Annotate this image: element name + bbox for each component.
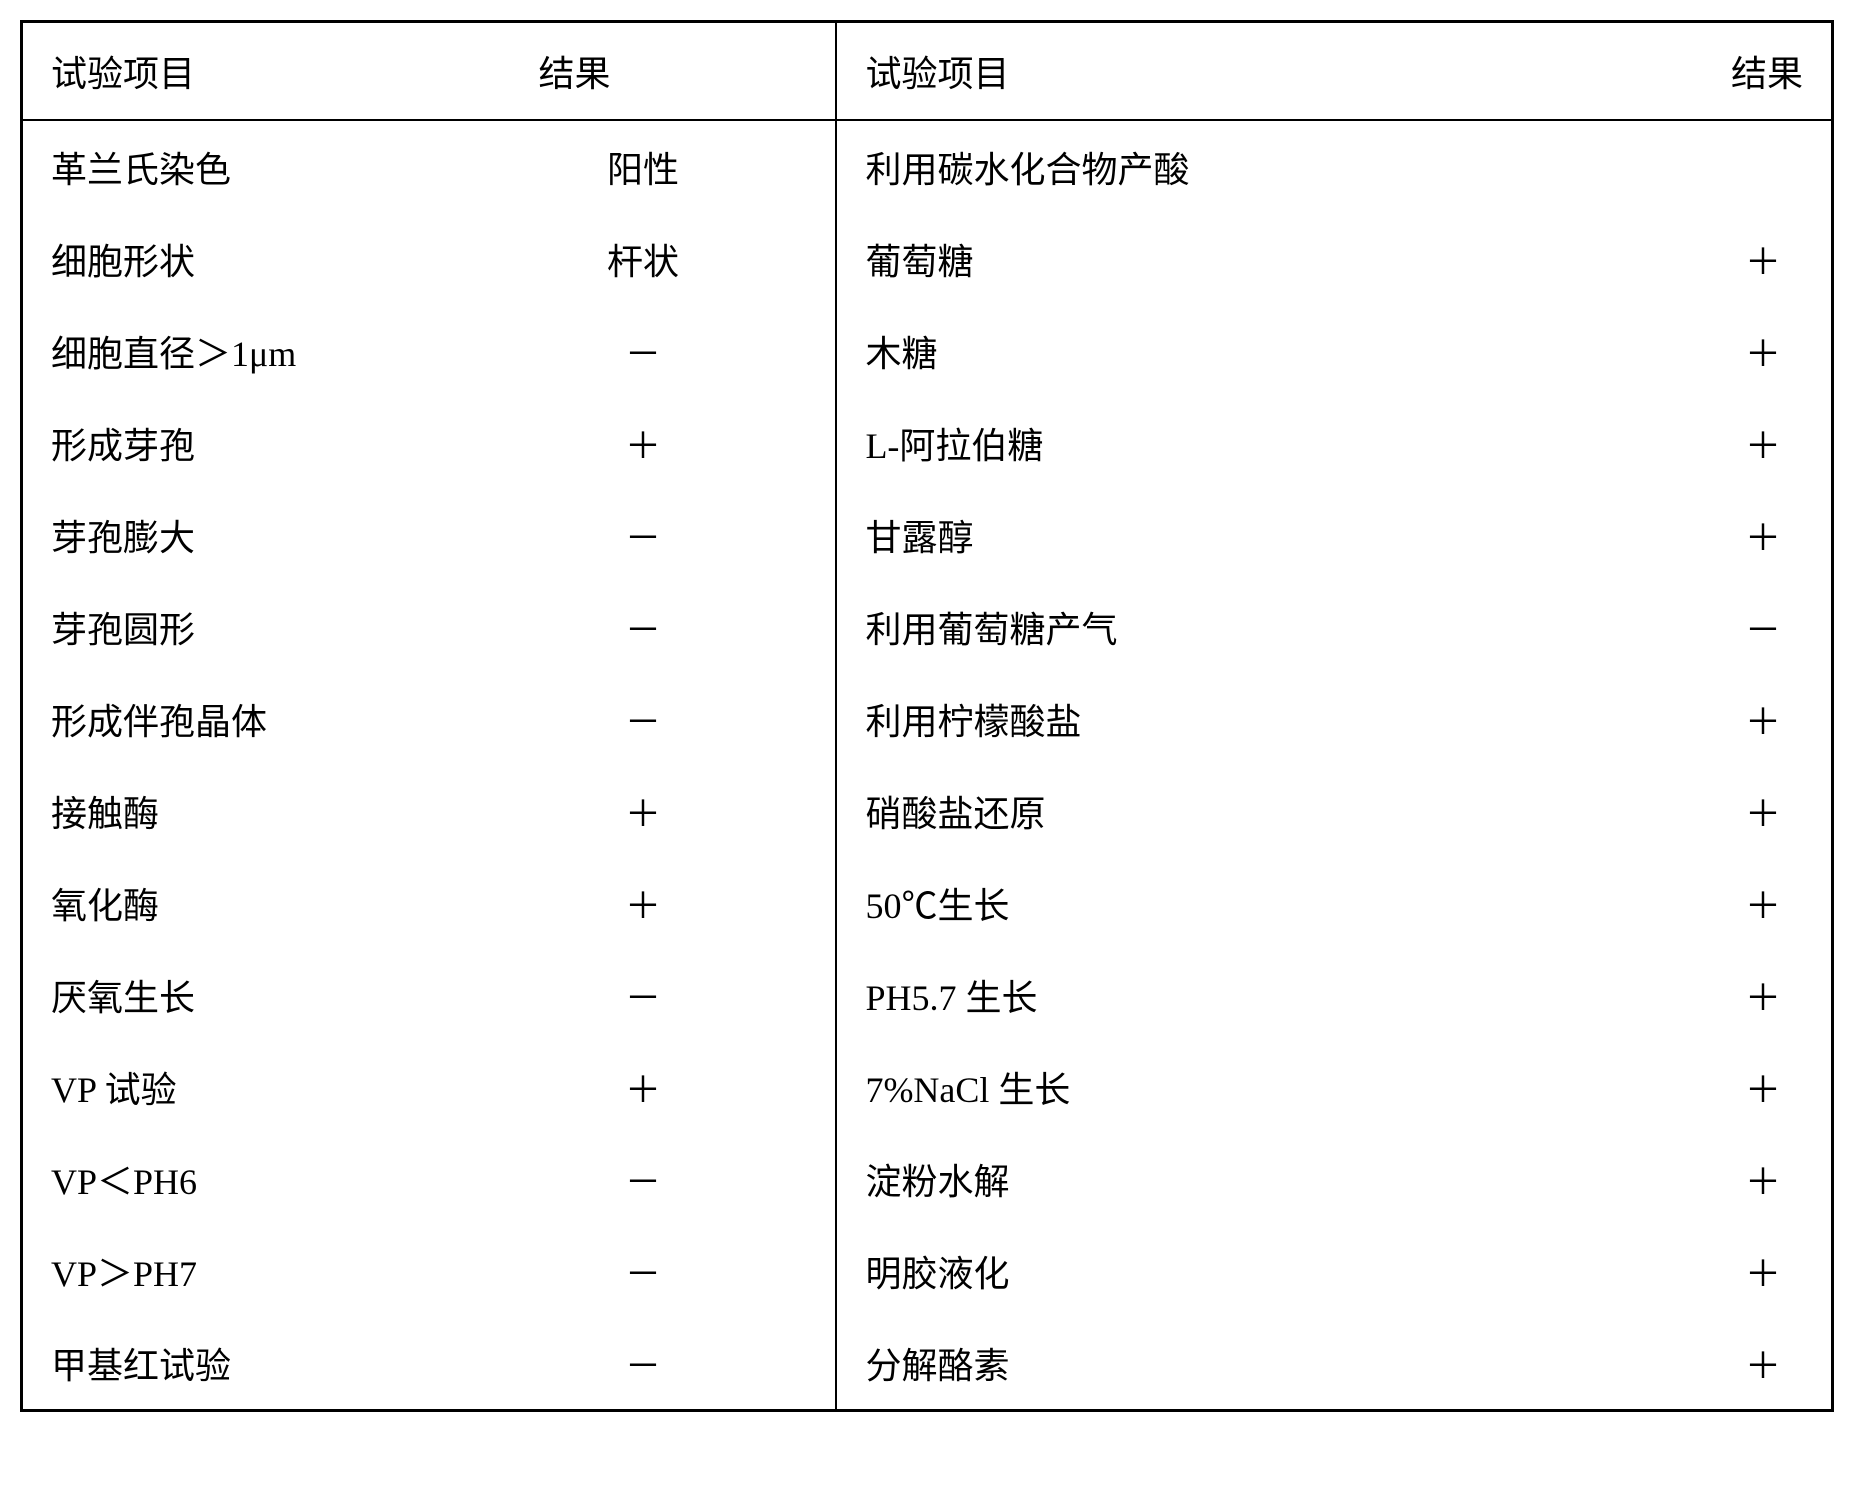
cell-result-right: ＋ [1525,1317,1833,1411]
cell-result-left: － [510,673,836,765]
table-row: VP＞PH7 － 明胶液化 ＋ [22,1225,1833,1317]
cell-result-left: 阳性 [510,120,836,213]
cell-item-left: 革兰氏染色 [22,120,511,213]
cell-item-left: 形成芽孢 [22,397,511,489]
cell-item-right: L-阿拉伯糖 [836,397,1524,489]
cell-result-right: ＋ [1525,1133,1833,1225]
cell-result-left: － [510,581,836,673]
cell-result-right: ＋ [1525,1225,1833,1317]
table-row: VP 试验 ＋ 7%NaCl 生长 ＋ [22,1041,1833,1133]
table-body: 革兰氏染色 阳性 利用碳水化合物产酸 细胞形状 杆状 葡萄糖 ＋ 细胞直径＞1μ… [22,120,1833,1411]
cell-result-left: － [510,1133,836,1225]
table-row: 接触酶 ＋ 硝酸盐还原 ＋ [22,765,1833,857]
cell-result-left: 杆状 [510,213,836,305]
cell-result-left: － [510,305,836,397]
header-item-right: 试验项目 [836,22,1524,121]
cell-item-right: 7%NaCl 生长 [836,1041,1524,1133]
cell-result-right: ＋ [1525,397,1833,489]
cell-result-right: ＋ [1525,857,1833,949]
cell-item-right: 淀粉水解 [836,1133,1524,1225]
cell-item-right: 甘露醇 [836,489,1524,581]
cell-item-left: 甲基红试验 [22,1317,511,1411]
cell-result-left: ＋ [510,397,836,489]
cell-result-left: － [510,1225,836,1317]
table-row: VP＜PH6 － 淀粉水解 ＋ [22,1133,1833,1225]
cell-result-right: ＋ [1525,305,1833,397]
cell-result-right: ＋ [1525,673,1833,765]
cell-result-left: ＋ [510,857,836,949]
table-row: 革兰氏染色 阳性 利用碳水化合物产酸 [22,120,1833,213]
cell-result-left: － [510,489,836,581]
header-result-left: 结果 [510,22,836,121]
cell-item-right: 葡萄糖 [836,213,1524,305]
cell-result-right: ＋ [1525,213,1833,305]
cell-item-right: 木糖 [836,305,1524,397]
cell-result-right: ＋ [1525,1041,1833,1133]
cell-item-left: VP＞PH7 [22,1225,511,1317]
table-row: 形成芽孢 ＋ L-阿拉伯糖 ＋ [22,397,1833,489]
cell-result-right: ＋ [1525,489,1833,581]
cell-result-left: － [510,1317,836,1411]
table-row: 氧化酶 ＋ 50℃生长 ＋ [22,857,1833,949]
cell-item-right: 利用柠檬酸盐 [836,673,1524,765]
cell-item-right: 明胶液化 [836,1225,1524,1317]
cell-item-right: 50℃生长 [836,857,1524,949]
cell-item-left: 细胞形状 [22,213,511,305]
cell-item-left: 形成伴孢晶体 [22,673,511,765]
cell-item-right: 利用碳水化合物产酸 [836,120,1524,213]
cell-item-left: 芽孢膨大 [22,489,511,581]
cell-result-left: ＋ [510,1041,836,1133]
table-row: 芽孢圆形 － 利用葡萄糖产气 － [22,581,1833,673]
cell-item-left: 接触酶 [22,765,511,857]
results-table: 试验项目 结果 试验项目 结果 革兰氏染色 阳性 利用碳水化合物产酸 细胞形状 … [20,20,1834,1412]
cell-item-right: 利用葡萄糖产气 [836,581,1524,673]
cell-result-right [1525,120,1833,213]
cell-item-left: 氧化酶 [22,857,511,949]
table-row: 细胞形状 杆状 葡萄糖 ＋ [22,213,1833,305]
table-row: 细胞直径＞1μm － 木糖 ＋ [22,305,1833,397]
cell-item-right: 硝酸盐还原 [836,765,1524,857]
header-item-left: 试验项目 [22,22,511,121]
cell-item-left: 芽孢圆形 [22,581,511,673]
biochemical-test-table: 试验项目 结果 试验项目 结果 革兰氏染色 阳性 利用碳水化合物产酸 细胞形状 … [20,20,1834,1412]
cell-result-left: － [510,949,836,1041]
cell-result-right: － [1525,581,1833,673]
table-row: 形成伴孢晶体 － 利用柠檬酸盐 ＋ [22,673,1833,765]
table-row: 甲基红试验 － 分解酪素 ＋ [22,1317,1833,1411]
cell-item-left: 细胞直径＞1μm [22,305,511,397]
table-header-row: 试验项目 结果 试验项目 结果 [22,22,1833,121]
cell-item-left: VP 试验 [22,1041,511,1133]
cell-result-left: ＋ [510,765,836,857]
cell-item-left: VP＜PH6 [22,1133,511,1225]
table-row: 厌氧生长 － PH5.7 生长 ＋ [22,949,1833,1041]
cell-item-left: 厌氧生长 [22,949,511,1041]
cell-item-right: PH5.7 生长 [836,949,1524,1041]
table-row: 芽孢膨大 － 甘露醇 ＋ [22,489,1833,581]
header-result-right: 结果 [1525,22,1833,121]
cell-item-right: 分解酪素 [836,1317,1524,1411]
cell-result-right: ＋ [1525,765,1833,857]
cell-result-right: ＋ [1525,949,1833,1041]
